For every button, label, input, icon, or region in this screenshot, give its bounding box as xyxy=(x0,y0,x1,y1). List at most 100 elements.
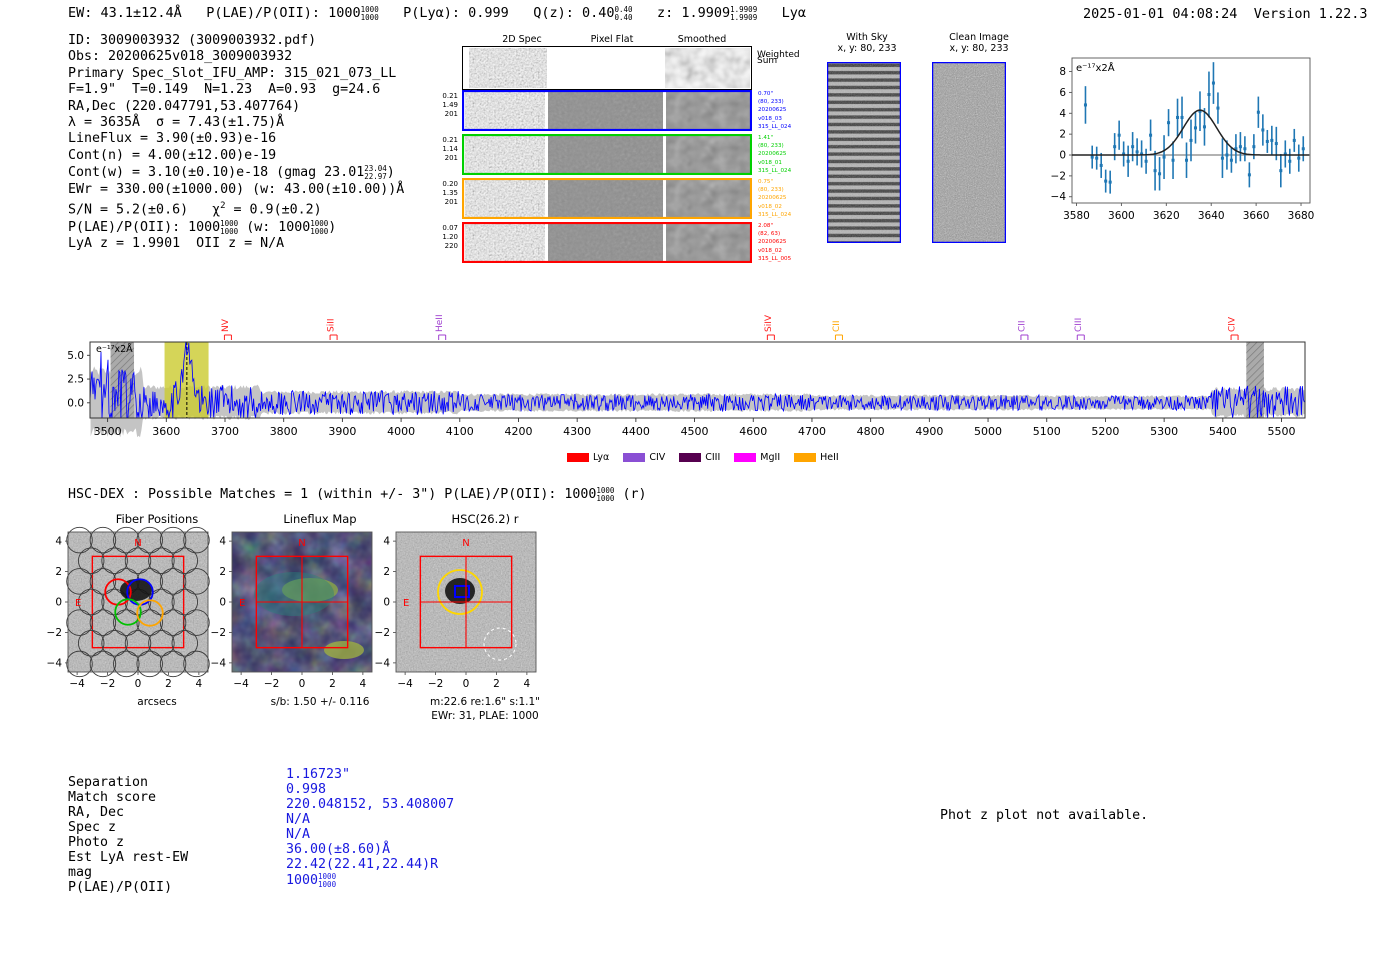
legend-label: HeII xyxy=(820,452,839,463)
spec2d-row-left-labels: 0.20 1.35 201 xyxy=(442,180,458,206)
axis-tick-label: 4 xyxy=(219,536,226,548)
hsc-panel: N E −4 −2 0 2 4 4 2 0 −2 −4 xyxy=(211,531,373,690)
svg-text:4900: 4900 xyxy=(915,425,943,438)
emission-line-label: CIII xyxy=(1074,318,1084,332)
with-sky-title: With Sky xyxy=(846,32,888,43)
header-summary-line: EW: 43.1±12.4Å P(LAE)/P(OII): 1000 1000 10… xyxy=(68,5,806,22)
spectrum-legend: Lyα CIV CIII MgII HeII xyxy=(567,452,839,463)
axis-tick-label: −2 xyxy=(100,678,115,690)
spec2d-row-left-labels: 0.07 1.20 220 xyxy=(442,224,458,250)
axis-tick-label: −2 xyxy=(47,627,62,639)
match-table-key: Separation xyxy=(68,775,149,790)
svg-text:4700: 4700 xyxy=(798,425,826,438)
axis-tick-label: 0 xyxy=(219,597,226,609)
plae-range: 1000 1000 xyxy=(360,5,379,22)
info-lineflux: LineFlux = 3.90(±0.93)e-16 xyxy=(68,131,277,147)
axis-tick-label: −2 xyxy=(211,627,226,639)
info-ewr: EWr = 330.00(±1000.00) (w: 43.00(±10.00)… xyxy=(68,181,405,197)
match-table-value: N/A xyxy=(286,827,311,842)
hsc-head-filter: (r) xyxy=(622,487,647,502)
svg-text:4300: 4300 xyxy=(563,425,591,438)
legend-label: MgII xyxy=(760,452,781,463)
info-plae: P(LAE)/P(OII): 1000 1000 1000 (w: 1000 1000… xyxy=(68,218,337,236)
svg-text:3600: 3600 xyxy=(152,425,180,438)
svg-text:5500: 5500 xyxy=(1268,425,1296,438)
hsc-head-text: HSC-DEX : Possible Matches = 1 (within +… xyxy=(68,487,597,502)
legend-swatch xyxy=(734,453,757,462)
match-table-key: mag xyxy=(68,865,93,880)
emission-line-label: SiII xyxy=(327,318,337,332)
match-table-value: 220.048152, 53.408007 xyxy=(286,797,455,812)
svg-text:8: 8 xyxy=(1059,66,1066,78)
spec2d-strip xyxy=(462,134,752,175)
weighted-sum-image xyxy=(462,46,752,90)
with-sky-image xyxy=(827,62,901,243)
axis-tick-label: −4 xyxy=(69,678,85,690)
spec2d-row-left-labels: 0.21 1.14 201 xyxy=(442,136,458,162)
legend-item: HeII xyxy=(794,452,839,463)
legend-label: CIV xyxy=(649,452,666,463)
with-sky-panel: With Sky x, y: 80, 233 xyxy=(812,32,922,54)
hsc-image-panels: N E −4 −2 0 2 4 4 2 0 −2 −4 N E −4 −2 0 2 4 4 2 0 −2 −4 N E −4 −2 0 2… xyxy=(40,510,640,725)
spec2d-row-right-labels: 0.75" (80, 233) 20200625 v018_02 315_LL_024 xyxy=(758,179,792,218)
gmag-range: 23.04 22.97 xyxy=(364,164,387,182)
version: Version 1.22.3 xyxy=(1253,6,1368,22)
svg-text:−4: −4 xyxy=(1051,191,1067,203)
hsc-dex-header: HSC-DEX : Possible Matches = 1 (within +… xyxy=(68,486,647,503)
info-plae-range: 1000 1000 xyxy=(220,218,239,236)
spec2d-weighted-sum-panel xyxy=(462,46,752,90)
axis-tick-label: 0 xyxy=(135,678,142,690)
with-sky-subtitle: x, y: 80, 233 xyxy=(837,43,897,54)
svg-text:4800: 4800 xyxy=(857,425,885,438)
axis-tick-label: −4 xyxy=(233,678,249,690)
hsc-plae-range: 1000 1000 xyxy=(596,486,615,503)
info-id: ID: 3009003932 (3009003932.pdf) xyxy=(68,33,317,48)
svg-text:3900: 3900 xyxy=(328,425,356,438)
svg-text:3660: 3660 xyxy=(1243,210,1270,222)
match-table-key: P(LAE)/P(OII) xyxy=(68,880,173,895)
svg-text:4600: 4600 xyxy=(739,425,767,438)
info-slot: Primary Spec_Slot_IFU_AMP: 315_021_073_L… xyxy=(68,65,397,81)
match-table-key: RA, Dec xyxy=(68,805,125,820)
spec2d-row-left-labels: 0.21 1.49 201 xyxy=(442,92,458,118)
object-info-block: ID: 3009003932 (3009003932.pdf) Obs: 202… xyxy=(68,33,404,253)
emission-line-label: NV xyxy=(221,318,231,332)
match-table-key: Match score xyxy=(68,790,157,805)
svg-text:0.0: 0.0 xyxy=(67,397,84,409)
info-lambda: λ = 3635Å σ = 7.43(±1.75)Å xyxy=(68,115,285,131)
axis-tick-label: 0 xyxy=(463,678,470,690)
axis-tick-label: −4 xyxy=(397,678,413,690)
spec2d-title-1: Pixel Flat xyxy=(590,34,634,45)
compass-east-label: E xyxy=(239,598,245,609)
axis-tick-label: 2 xyxy=(165,678,172,690)
compass-north-label: N xyxy=(462,538,469,549)
legend-swatch xyxy=(623,453,646,462)
ew-value: 43.1±12.4Å xyxy=(100,5,182,21)
match-table-value: 1000 1000 1000 xyxy=(286,872,337,889)
svg-text:5200: 5200 xyxy=(1091,425,1119,438)
svg-text:5000: 5000 xyxy=(974,425,1002,438)
qz-value: 0.40 xyxy=(581,5,615,21)
svg-text:3640: 3640 xyxy=(1198,210,1225,222)
spec2d-title-0: 2D Spec xyxy=(502,34,542,45)
svg-text:e⁻¹⁷x2Å: e⁻¹⁷x2Å xyxy=(96,343,133,355)
svg-text:3700: 3700 xyxy=(211,425,239,438)
fiber-positions-caption: arcsecs xyxy=(137,696,177,708)
clean-image-subtitle: x, y: 80, 233 xyxy=(949,43,1009,54)
emission-line-label: CIV xyxy=(1228,316,1238,332)
svg-text:3620: 3620 xyxy=(1153,210,1180,222)
info-sn: S/N = 5.2(±0.6) χ2 = 0.9(±0.2) xyxy=(68,201,322,218)
match-table-key: Est LyA rest-EW xyxy=(68,850,189,865)
axis-tick-label: −2 xyxy=(375,627,390,639)
svg-text:3500: 3500 xyxy=(94,425,122,438)
svg-text:3600: 3600 xyxy=(1108,210,1135,222)
clean-image-title: Clean Image xyxy=(949,32,1009,43)
compass-north-label: N xyxy=(134,538,141,549)
spec2d-row-right-labels: 2.08" (82, 63) 20200625 v018_02 315_LL_005 xyxy=(758,223,792,262)
axis-tick-label: 2 xyxy=(493,678,500,690)
svg-text:3800: 3800 xyxy=(270,425,298,438)
svg-text:4200: 4200 xyxy=(504,425,532,438)
axis-tick-label: 2 xyxy=(219,566,226,578)
info-cont-n: Cont(n) = 4.00(±12.00)e-19 xyxy=(68,147,277,163)
spec2d-strip xyxy=(462,178,752,219)
